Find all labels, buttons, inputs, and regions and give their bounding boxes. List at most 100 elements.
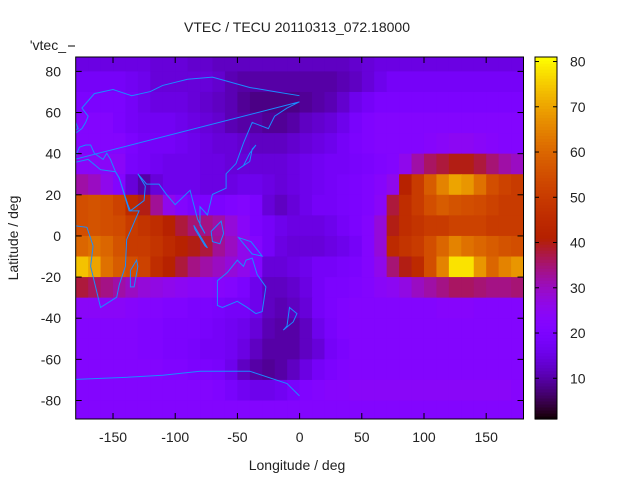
- heatmap-cell: [312, 297, 326, 319]
- heatmap-cell: [212, 112, 226, 134]
- colorbar-swatch: [535, 147, 557, 152]
- heatmap-cell: [299, 400, 313, 419]
- colorbar-tick-label: 30: [570, 280, 586, 296]
- heatmap-cell: [423, 174, 438, 196]
- heatmap-cell: [299, 359, 313, 381]
- heatmap-cell: [486, 194, 500, 216]
- heatmap-cell: [299, 174, 313, 196]
- heatmap-cell: [324, 297, 338, 319]
- heatmap-cell: [237, 194, 251, 216]
- heatmap-cell: [237, 318, 251, 340]
- heatmap-cell: [224, 194, 239, 216]
- heatmap-cell: [473, 256, 487, 278]
- heatmap-cell: [324, 133, 338, 155]
- heatmap-cell: [175, 318, 189, 340]
- heatmap-cell: [212, 215, 226, 237]
- heatmap-cell: [423, 112, 438, 134]
- heatmap-cell: [249, 256, 263, 278]
- heatmap-cell: [162, 235, 176, 258]
- heatmap-cell: [423, 215, 438, 237]
- y-axis-label: Latitude / deg: [5, 196, 21, 281]
- x-tick-label: 0: [296, 429, 304, 445]
- heatmap-cell: [262, 57, 276, 72]
- heatmap-cell: [162, 153, 176, 175]
- heatmap-cell: [423, 318, 438, 340]
- heatmap-cell: [312, 318, 326, 340]
- heatmap-cell: [212, 91, 226, 114]
- heatmap-cell: [336, 91, 350, 114]
- colorbar-swatch: [535, 126, 557, 130]
- heatmap-cell: [162, 194, 176, 216]
- heatmap-cell: [312, 153, 326, 175]
- heatmap-cell: [113, 338, 127, 360]
- coast-borneo: [211, 221, 223, 244]
- colorbar-swatch: [535, 84, 557, 88]
- heatmap-cell: [448, 235, 462, 258]
- heatmap-cell: [349, 297, 363, 319]
- heatmap-cell: [324, 174, 338, 196]
- y-tick-label: 80: [45, 63, 61, 79]
- heatmap-cell: [336, 71, 350, 93]
- colorbar-swatch: [535, 153, 557, 158]
- heatmap-cells: [75, 57, 524, 419]
- heatmap-cell: [150, 338, 164, 360]
- heatmap-cell: [461, 112, 475, 134]
- heatmap-cell: [249, 71, 263, 93]
- colorbar-frame: [534, 56, 558, 420]
- heatmap-cell: [423, 256, 438, 278]
- heatmap-cell: [299, 256, 313, 278]
- colorbar-swatch: [535, 412, 557, 417]
- heatmap-cell: [100, 256, 114, 278]
- heatmap-cell: [511, 338, 524, 360]
- heatmap-cell: [448, 400, 462, 419]
- heatmap-cell: [436, 57, 450, 72]
- heatmap-cell: [361, 194, 375, 216]
- heatmap-cell: [162, 71, 176, 93]
- colorbar-swatch: [535, 394, 557, 399]
- heatmap-cell: [511, 318, 524, 340]
- heatmap-cell: [448, 215, 462, 237]
- heatmap-cell: [436, 277, 450, 299]
- heatmap-cell: [274, 318, 288, 340]
- heatmap-cell: [187, 256, 201, 278]
- heatmap-cell: [113, 153, 127, 175]
- heatmap-cell: [361, 256, 375, 278]
- heatmap-cell: [162, 112, 176, 134]
- heatmap-cell: [361, 91, 375, 114]
- heatmap-cell: [224, 277, 239, 299]
- colorbar-tick-label: 70: [570, 99, 586, 115]
- heatmap-cell: [498, 91, 512, 114]
- y-tick-label: 20: [45, 187, 61, 203]
- heatmap-cell: [237, 277, 251, 299]
- heatmap-cell: [75, 400, 89, 419]
- heatmap-cell: [237, 133, 251, 155]
- heatmap-cell: [150, 256, 164, 278]
- heatmap-cell: [511, 112, 524, 134]
- heatmap-cell: [399, 174, 413, 196]
- y-axis: -80 -60 -40 -20 0 20 40 60 80: [41, 63, 524, 408]
- colorbar-swatch: [535, 253, 557, 257]
- heatmap-cell: [187, 318, 201, 340]
- heatmap-cell: [212, 379, 226, 402]
- colorbar-swatch: [535, 141, 557, 146]
- heatmap-cell: [249, 91, 263, 114]
- heatmap-cell: [262, 112, 276, 134]
- heatmap-cell: [150, 57, 164, 72]
- heatmap-cell: [423, 57, 438, 72]
- y-tick-label: -20: [41, 269, 61, 285]
- heatmap-cell: [461, 338, 475, 360]
- colorbar-swatch: [535, 415, 557, 420]
- colorbar-tick-label: 50: [570, 189, 586, 205]
- heatmap-cell: [88, 318, 102, 340]
- heatmap-cell: [75, 338, 89, 360]
- heatmap-cell: [511, 379, 524, 402]
- heatmap-cell: [150, 215, 164, 237]
- colorbar-tick-label: 10: [570, 370, 586, 386]
- heatmap-cell: [448, 359, 462, 381]
- heatmap-cell: [150, 133, 164, 155]
- heatmap-cell: [411, 379, 425, 402]
- heatmap-cell: [399, 297, 413, 319]
- heatmap-cell: [125, 235, 139, 258]
- heatmap-cell: [212, 57, 226, 72]
- heatmap-cell: [473, 379, 487, 402]
